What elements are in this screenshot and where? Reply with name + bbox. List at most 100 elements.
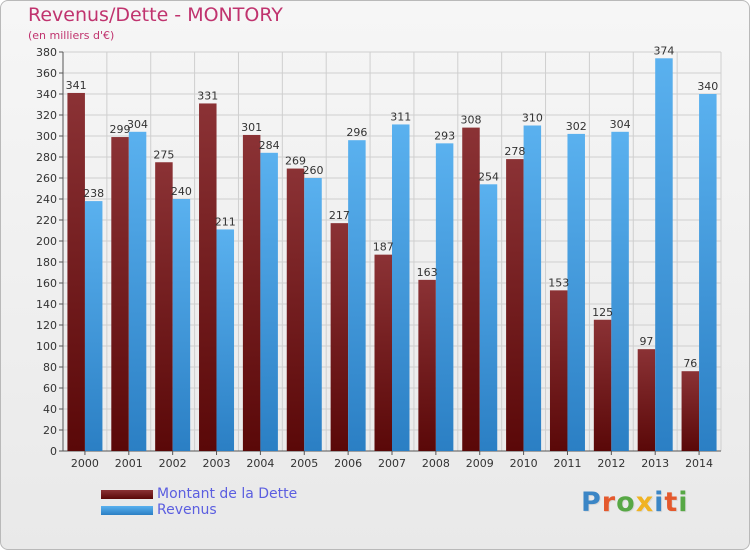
x-tick-label: 2001: [115, 457, 143, 470]
y-tick-label: 40: [43, 403, 57, 416]
bars: [67, 58, 717, 452]
debt-bar: [67, 92, 85, 451]
debt-bar: [374, 254, 392, 451]
revenue-value-label: 211: [215, 215, 236, 228]
y-tick-label: 340: [36, 88, 57, 101]
logo-letter: x: [635, 487, 655, 518]
x-tick-label: 2013: [641, 457, 669, 470]
revenue-bar: [435, 143, 454, 451]
y-tick-label: 120: [36, 319, 57, 332]
logo-letter: t: [664, 487, 679, 518]
revenue-value-label: 302: [566, 120, 587, 133]
debt-bar: [549, 290, 568, 451]
y-tick-label: 220: [36, 214, 57, 227]
revenue-bar: [655, 58, 673, 452]
debt-bar: [418, 279, 436, 451]
revenue-bar: [304, 178, 322, 451]
x-tick-label: 2011: [553, 457, 581, 470]
x-tick-label: 2005: [290, 457, 318, 470]
y-tick-label: 260: [36, 172, 57, 185]
x-tick-label: 2012: [597, 457, 625, 470]
revenue-bar: [611, 131, 629, 452]
data-labels: 3412382993042752403312113012842692602172…: [66, 44, 719, 370]
debt-bar: [637, 349, 656, 451]
logo-letter: i: [654, 487, 665, 518]
revenue-value-label: 374: [653, 44, 674, 57]
y-tick-label: 180: [36, 256, 57, 269]
debt-value-label: 125: [592, 306, 613, 319]
revenue-value-label: 304: [610, 118, 631, 131]
revenue-bar: [523, 125, 542, 451]
x-tick-label: 2004: [246, 457, 274, 470]
x-tick-label: 2003: [203, 457, 231, 470]
debt-value-label: 163: [417, 266, 438, 279]
revenue-value-label: 254: [478, 170, 499, 183]
debt-value-label: 331: [197, 89, 218, 102]
debt-bar: [681, 371, 700, 451]
revenue-value-label: 311: [390, 110, 411, 123]
logo-letter: P: [581, 487, 602, 518]
revenue-bar: [348, 140, 366, 451]
revenue-bar: [260, 152, 278, 452]
y-tick-label: 240: [36, 193, 57, 206]
debt-value-label: 76: [683, 357, 697, 370]
debt-value-label: 217: [329, 209, 350, 222]
revenue-value-label: 240: [171, 185, 192, 198]
x-tick-label: 2000: [71, 457, 99, 470]
legend-swatch-debt: [101, 490, 153, 499]
y-tick-label: 320: [36, 109, 57, 122]
debt-value-label: 308: [460, 114, 481, 127]
revenue-value-label: 293: [434, 129, 455, 142]
debt-value-label: 301: [241, 121, 262, 134]
debt-bar: [155, 162, 173, 451]
revenue-bar: [479, 184, 498, 452]
y-tick-label: 160: [36, 277, 57, 290]
chart-subtitle: (en milliers d'€): [28, 29, 115, 42]
y-tick-label: 20: [43, 424, 57, 437]
y-tick-label: 360: [36, 67, 57, 80]
y-tick-label: 80: [43, 361, 57, 374]
revenue-bar: [128, 131, 147, 452]
debt-value-label: 97: [639, 335, 653, 348]
y-tick-label: 380: [36, 46, 57, 59]
debt-value-label: 153: [548, 276, 569, 289]
chart-title: Revenus/Dette - MONTORY: [28, 4, 283, 26]
x-tick-label: 2014: [685, 457, 713, 470]
debt-value-label: 341: [66, 79, 87, 92]
debt-bar: [330, 223, 349, 451]
x-tick-label: 2008: [422, 457, 450, 470]
legend-label-revenue: Revenus: [157, 502, 217, 518]
revenue-bar: [699, 94, 717, 451]
legend-label-debt: Montant de la Dette: [157, 486, 298, 502]
debt-value-label: 278: [504, 145, 525, 158]
revenue-value-label: 296: [346, 126, 367, 139]
revenue-bar: [567, 133, 585, 451]
y-tick-label: 60: [43, 382, 57, 395]
debt-value-label: 299: [110, 123, 131, 136]
debt-bar: [462, 127, 480, 451]
revenue-value-label: 310: [522, 112, 543, 125]
debt-value-label: 187: [373, 241, 394, 254]
revenue-bar: [392, 124, 410, 451]
debt-bar: [242, 134, 261, 451]
revenue-value-label: 260: [303, 164, 324, 177]
debt-value-label: 275: [153, 148, 174, 161]
x-tick-label: 2010: [510, 457, 538, 470]
revenue-value-label: 284: [259, 139, 280, 152]
logo-letter: r: [601, 487, 617, 518]
debt-bar: [286, 168, 305, 452]
y-tick-label: 140: [36, 298, 57, 311]
revenue-bar: [84, 201, 103, 451]
debt-bar: [199, 103, 217, 451]
y-tick-label: 100: [36, 340, 57, 353]
axes: 0 20 40 60 80 100 120 140 160 180 200 220 240 260 280 3…: [36, 46, 721, 470]
x-tick-label: 2002: [159, 457, 187, 470]
logo-letter: i: [678, 487, 689, 518]
revenue-bar: [172, 199, 191, 451]
debt-value-label: 269: [285, 155, 306, 168]
debt-bar: [593, 319, 612, 451]
y-tick-label: 0: [50, 445, 57, 458]
x-tick-label: 2006: [334, 457, 362, 470]
revenue-bar: [216, 229, 235, 451]
